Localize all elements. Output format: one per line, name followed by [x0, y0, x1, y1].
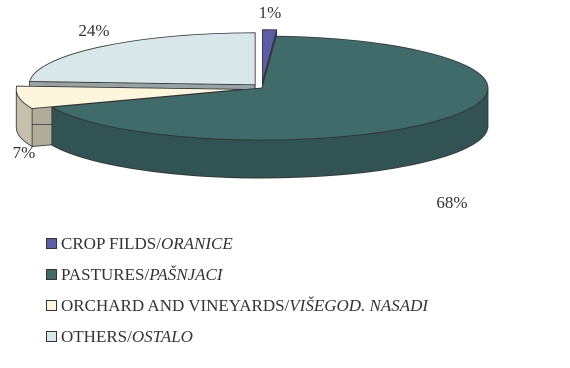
pie-slice-top-others	[29, 32, 256, 86]
legend-label-pastures: PASTURES/PAŠNJACI	[61, 264, 223, 284]
pie-slice-top-pastures	[50, 35, 489, 141]
pie-slice-top-orchard-vineyards	[15, 85, 243, 109]
legend-item-crop-fields: CROP FILDS/ORANICE	[46, 228, 428, 259]
pie-plot-area: 1% 68% 7% 24%	[13, 3, 489, 212]
legend-label-others: OTHERS/OSTALO	[61, 326, 193, 346]
legend-swatch-orchard-vineyards	[46, 300, 57, 311]
data-label-crop-fields: 1%	[259, 3, 282, 22]
data-label-pastures: 68%	[436, 193, 467, 212]
legend-item-others: OTHERS/OSTALO	[46, 321, 428, 352]
legend-swatch-pastures	[46, 269, 57, 280]
pie-slice-pastures	[50, 35, 489, 179]
pie-slice-top-crop-fields	[262, 29, 278, 82]
chart-legend: CROP FILDS/ORANICE PASTURES/PAŠNJACI ORC…	[46, 228, 428, 352]
legend-item-orchard-vineyards: ORCHARD AND VINEYARDS/VIŠEGOD. NASADI	[46, 290, 428, 321]
legend-swatch-others	[46, 331, 57, 342]
data-label-orchard-vineyards: 7%	[13, 143, 36, 162]
legend-swatch-crop-fields	[46, 238, 57, 249]
legend-item-pastures: PASTURES/PAŠNJACI	[46, 259, 428, 290]
legend-label-crop-fields: CROP FILDS/ORANICE	[61, 233, 233, 253]
legend-label-orchard-vineyards: ORCHARD AND VINEYARDS/VIŠEGOD. NASADI	[61, 295, 429, 315]
data-label-others: 24%	[78, 21, 109, 40]
